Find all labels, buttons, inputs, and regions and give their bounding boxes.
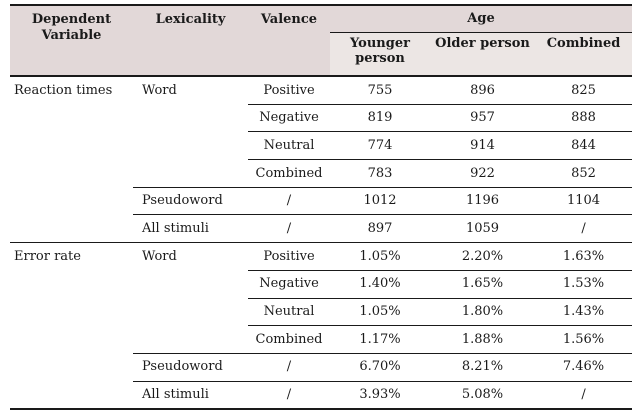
cell-dependent-variable — [10, 104, 133, 132]
cell-dependent-variable — [10, 298, 133, 326]
cell-combined: 844 — [535, 131, 633, 161]
cell-combined: / — [535, 381, 633, 410]
cell-younger: 897 — [330, 214, 430, 244]
cell-younger: 6.70% — [330, 353, 430, 382]
cell-combined: 825 — [535, 76, 633, 105]
cell-valence: Neutral — [248, 298, 330, 327]
results-table: Dependent Variable Lexicality Valence Ag… — [10, 4, 633, 410]
table-row: Combined 783 922 852 — [10, 159, 633, 188]
cell-valence: Neutral — [248, 131, 330, 161]
cell-valence: Combined — [248, 325, 330, 354]
cell-older: 8.21% — [430, 353, 535, 382]
table-row: Neutral 774 914 844 — [10, 131, 633, 161]
cell-dependent-variable: Reaction times — [14, 82, 113, 98]
table-row: Neutral 1.05% 1.80% 1.43% — [10, 298, 633, 327]
header-valence: Valence — [248, 5, 330, 77]
cell-younger: 1.05% — [330, 242, 430, 271]
cell-older: 1059 — [430, 214, 535, 244]
cell-older: 1.80% — [430, 298, 535, 327]
cell-valence: / — [248, 214, 330, 244]
cell-combined: / — [535, 214, 633, 244]
cell-younger: 3.93% — [330, 381, 430, 410]
cell-lexicality: All stimuli — [133, 381, 248, 410]
cell-younger: 774 — [330, 131, 430, 161]
cell-valence: / — [248, 187, 330, 216]
header-lexicality: Lexicality — [133, 5, 248, 77]
cell-older: 2.20% — [430, 242, 535, 271]
table-row: All stimuli / 897 1059 / — [10, 214, 633, 244]
cell-dependent-variable — [10, 187, 133, 215]
cell-older: 914 — [430, 131, 535, 161]
cell-valence: / — [248, 381, 330, 410]
cell-lexicality — [133, 132, 248, 160]
table-row: Pseudoword / 1012 1196 1104 — [10, 187, 633, 216]
header-dependent-variable: Dependent Variable — [10, 5, 133, 77]
table-row: Combined 1.17% 1.88% 1.56% — [10, 325, 633, 354]
cell-dependent-variable — [10, 270, 133, 298]
cell-valence: / — [248, 353, 330, 382]
cell-combined: 1.63% — [535, 242, 633, 271]
cell-lexicality — [133, 298, 248, 326]
cell-younger: 819 — [330, 104, 430, 133]
cell-lexicality: Pseudoword — [133, 187, 248, 216]
cell-dependent-variable — [10, 214, 133, 244]
cell-older: 1.88% — [430, 325, 535, 354]
table-header: Dependent Variable Lexicality Valence Ag… — [10, 5, 633, 77]
cell-lexicality: Word — [142, 248, 177, 264]
cell-older: 922 — [430, 159, 535, 188]
table-row: Pseudoword / 6.70% 8.21% 7.46% — [10, 353, 633, 382]
cell-older: 896 — [430, 76, 535, 105]
cell-valence: Negative — [248, 270, 330, 299]
cell-dependent-variable — [10, 326, 133, 354]
cell-dependent-variable — [10, 353, 133, 381]
header-row-sub: Younger person Older person Combined — [10, 32, 633, 77]
cell-younger: 1.05% — [330, 298, 430, 327]
cell-dependent-variable — [10, 381, 133, 410]
table-row: Error rate Word Positive 1.05% 2.20% 1.6… — [10, 242, 633, 271]
cell-valence: Negative — [248, 104, 330, 133]
cell-younger: 783 — [330, 159, 430, 188]
cell-combined: 1.56% — [535, 325, 633, 354]
cell-lexicality — [133, 159, 248, 188]
cell-older: 1196 — [430, 187, 535, 216]
cell-lexicality: Word — [142, 82, 177, 98]
cell-lexicality — [133, 325, 248, 354]
cell-valence: Positive — [248, 76, 330, 105]
table-body: Reaction times Word Positive 755 896 825… — [10, 76, 633, 410]
header-combined: Combined — [535, 32, 633, 77]
cell-combined: 1104 — [535, 187, 633, 216]
cell-younger: 755 — [330, 76, 430, 105]
table-row: All stimuli / 3.93% 5.08% / — [10, 381, 633, 410]
header-row-top: Dependent Variable Lexicality Valence Ag… — [10, 5, 633, 77]
table-row: Negative 819 957 888 — [10, 104, 633, 133]
cell-combined: 888 — [535, 104, 633, 133]
cell-combined: 1.43% — [535, 298, 633, 327]
cell-dependent-variable — [10, 160, 133, 188]
cell-lexicality — [133, 270, 248, 298]
cell-older: 1.65% — [430, 270, 535, 299]
cell-combined: 1.53% — [535, 270, 633, 299]
cell-dependent-variable — [10, 132, 133, 160]
cell-older: 957 — [430, 104, 535, 133]
header-age-group: Age — [330, 5, 633, 33]
header-younger-person: Younger person — [330, 32, 430, 77]
cell-lexicality: Pseudoword — [133, 353, 248, 382]
cell-combined: 7.46% — [535, 353, 633, 382]
header-older-person: Older person — [430, 32, 535, 77]
cell-lexicality: All stimuli — [133, 214, 248, 244]
cell-valence: Positive — [248, 242, 330, 271]
table-row: Reaction times Word Positive 755 896 825 — [10, 76, 633, 105]
table-row: Negative 1.40% 1.65% 1.53% — [10, 270, 633, 299]
cell-older: 5.08% — [430, 381, 535, 410]
cell-younger: 1012 — [330, 187, 430, 216]
cell-younger: 1.17% — [330, 325, 430, 354]
cell-lexicality — [133, 104, 248, 132]
cell-valence: Combined — [248, 159, 330, 188]
cell-younger: 1.40% — [330, 270, 430, 299]
cell-dependent-variable: Error rate — [14, 248, 81, 264]
results-table-container: Dependent Variable Lexicality Valence Ag… — [10, 4, 633, 410]
cell-combined: 852 — [535, 159, 633, 188]
